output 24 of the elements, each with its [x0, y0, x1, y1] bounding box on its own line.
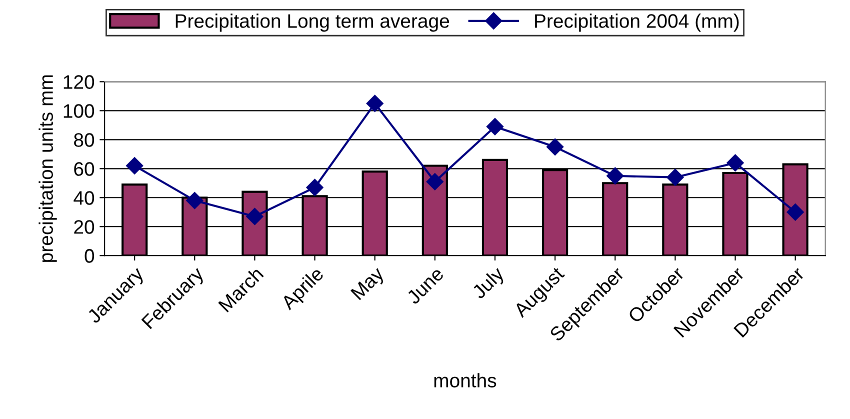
point	[126, 157, 144, 174]
y-tick-label: 0	[84, 249, 94, 263]
point	[186, 192, 204, 210]
y-tick-label: 80	[74, 133, 94, 147]
point	[786, 204, 804, 221]
legend-label: Precipitation Long term average	[176, 14, 450, 32]
x-axis-title: months	[434, 373, 496, 388]
y-axis-title: precipitation units mm	[38, 75, 57, 262]
point	[486, 118, 504, 136]
x-tick-label: May	[350, 266, 388, 303]
point	[726, 154, 744, 172]
y-tick-label: 120	[64, 75, 94, 89]
y-tick-label: 20	[74, 220, 94, 234]
point	[666, 168, 684, 186]
point	[606, 167, 624, 184]
y-tick-label: 60	[74, 162, 94, 176]
y-tick-label: 40	[74, 191, 94, 205]
point	[366, 94, 384, 112]
point	[426, 173, 444, 190]
point	[546, 138, 564, 156]
y-tick-label: 100	[64, 104, 94, 118]
point	[306, 178, 324, 196]
legend-label: Precipitation 2004 (mm)	[535, 14, 739, 32]
x-tick-label: July	[470, 265, 508, 302]
